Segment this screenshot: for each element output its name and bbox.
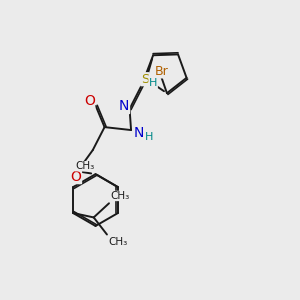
Text: S: S [141, 73, 149, 86]
Text: N: N [119, 100, 130, 113]
Text: H: H [149, 78, 157, 88]
Text: O: O [84, 94, 95, 109]
Text: CH₃: CH₃ [108, 237, 128, 247]
Text: Br: Br [155, 65, 169, 78]
Text: H: H [145, 131, 153, 142]
Text: CH₃: CH₃ [110, 191, 130, 201]
Text: O: O [70, 169, 81, 184]
Text: CH₃: CH₃ [75, 161, 94, 171]
Text: N: N [134, 126, 145, 140]
